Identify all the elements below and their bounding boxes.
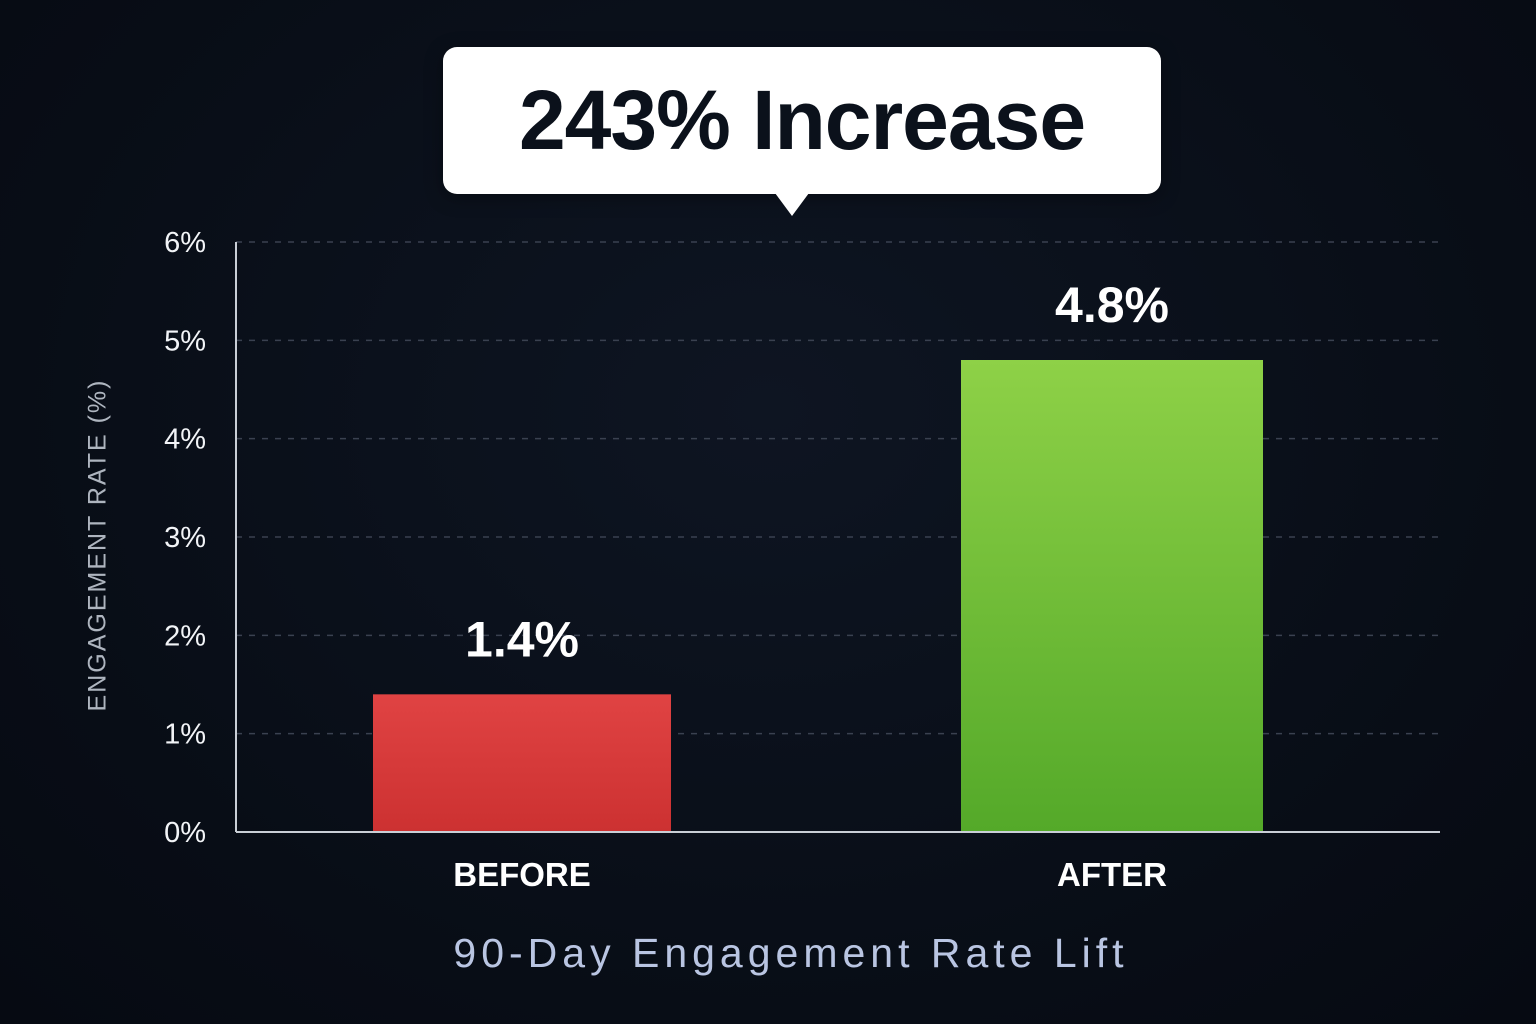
labels: 0% 1% 2% 3% 4% 5% 6% 1.4% BEFORE 4.8% AFTER (164, 227, 1169, 893)
data-label: 4.8% (1055, 277, 1169, 333)
y-tick-label: 4% (164, 424, 206, 456)
y-tick-label: 6% (164, 227, 206, 259)
x-tick-label: BEFORE (453, 856, 591, 893)
callout-text: 243% Increase (518, 73, 1086, 167)
y-tick-label: 0% (164, 817, 206, 849)
bar (373, 694, 671, 832)
bars (373, 360, 1263, 832)
data-label: 1.4% (465, 611, 579, 667)
x-tick-label: AFTER (1057, 856, 1167, 893)
y-axis-label: ENGAGEMENT RATE (%) (83, 378, 112, 712)
bar (961, 360, 1263, 832)
y-tick-label: 5% (164, 325, 206, 357)
axes (235, 242, 1440, 833)
y-tick-label: 2% (164, 620, 206, 652)
increase-callout: 243% Increase (443, 47, 1161, 216)
chart-subtitle: 90-Day Engagement Rate Lift (453, 930, 1129, 976)
y-tick-label: 1% (164, 719, 206, 751)
y-tick-label: 3% (164, 522, 206, 554)
